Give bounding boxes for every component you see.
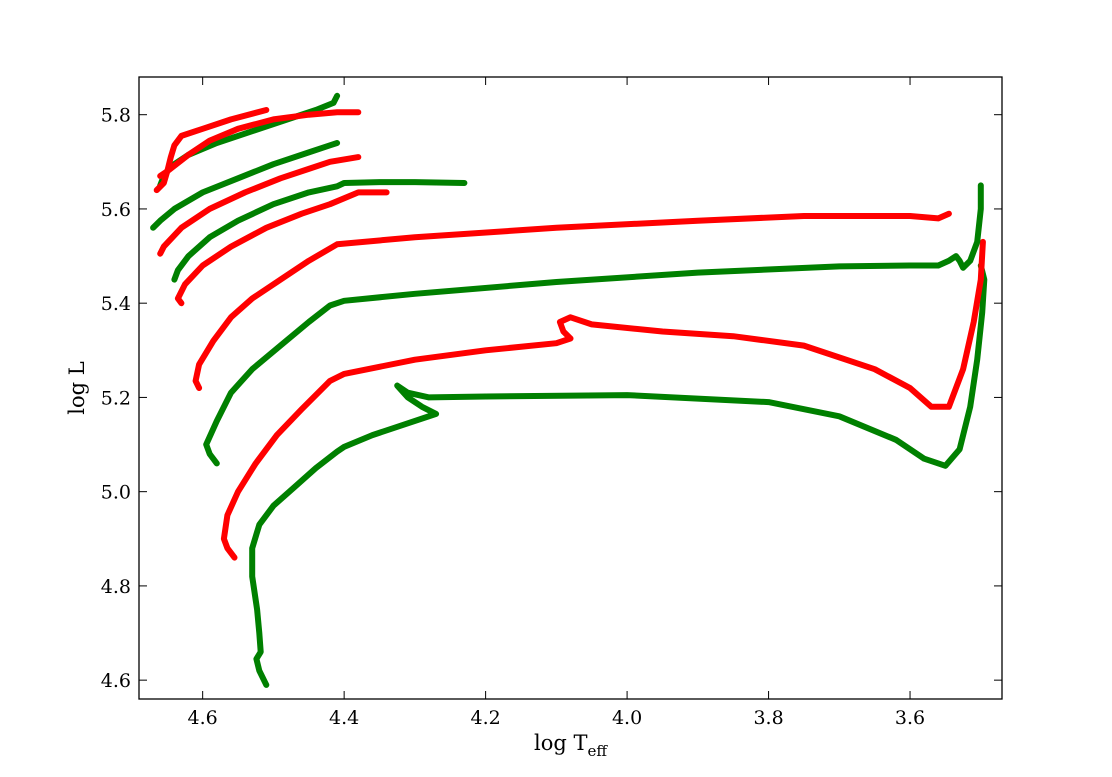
- y-tick-label: 5.0: [101, 482, 131, 504]
- x-tick-label: 3.8: [753, 707, 783, 729]
- x-axis-label: log Teff: [534, 731, 608, 760]
- y-axis-ticks: 4.6 4.8 5.0 5.2 5.4 5.6 5.8: [101, 105, 1002, 692]
- track-red-4: [192, 210, 952, 391]
- y-axis-label: log L: [65, 361, 89, 414]
- x-tick-label: 4.2: [471, 707, 501, 729]
- track-green-7: [150, 140, 341, 231]
- x-axis-label-subscript: eff: [587, 742, 608, 760]
- series-group: [150, 92, 988, 688]
- y-tick-label: 5.4: [101, 293, 131, 315]
- track-red-11: [157, 109, 362, 179]
- track-red-8: [157, 154, 362, 257]
- y-tick-label: 4.6: [101, 670, 131, 692]
- y-tick-label: 4.8: [101, 576, 131, 598]
- track-green-5: [171, 179, 468, 283]
- track-red-10: [153, 107, 270, 194]
- x-axis-ticks: 4.6 4.4 4.2 4.0 3.8 3.6: [188, 77, 925, 729]
- x-tick-label: 4.4: [329, 707, 359, 729]
- x-tick-label: 3.6: [895, 707, 925, 729]
- track-red-2: [220, 238, 986, 561]
- x-axis-label-main: log T: [534, 731, 587, 755]
- x-tick-label: 4.0: [612, 707, 642, 729]
- plot-frame: [138, 76, 1003, 700]
- y-tick-label: 5.6: [101, 199, 131, 221]
- track-green-1: [249, 262, 988, 688]
- track-green-3: [203, 182, 984, 467]
- x-tick-label: 4.6: [188, 707, 218, 729]
- y-tick-label: 5.8: [101, 105, 131, 127]
- y-tick-label: 5.2: [101, 387, 131, 409]
- track-red-6: [174, 189, 390, 307]
